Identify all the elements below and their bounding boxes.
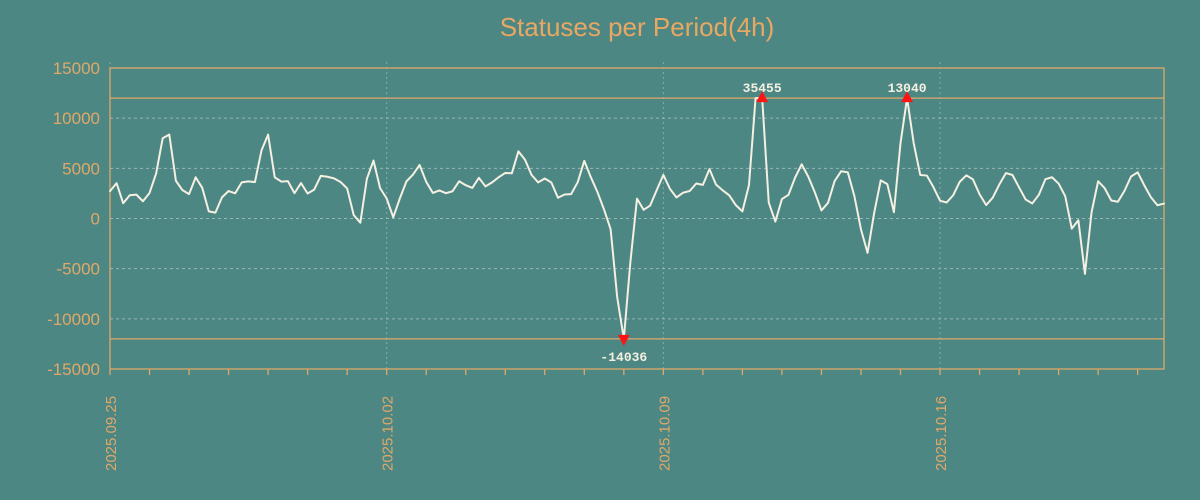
svg-text:-5000: -5000	[57, 260, 100, 279]
svg-text:5000: 5000	[62, 159, 100, 178]
svg-text:0: 0	[91, 210, 100, 229]
svg-text:13040: 13040	[888, 81, 927, 96]
svg-text:2025.10.02: 2025.10.02	[380, 396, 397, 471]
svg-text:2025.09.25: 2025.09.25	[103, 396, 120, 471]
svg-text:-14036: -14036	[600, 350, 647, 365]
svg-text:10000: 10000	[53, 109, 100, 128]
svg-text:35455: 35455	[743, 81, 782, 96]
svg-text:2025.10.09: 2025.10.09	[656, 396, 673, 471]
svg-text:-15000: -15000	[47, 360, 100, 379]
svg-text:15000: 15000	[53, 59, 100, 78]
svg-text:-10000: -10000	[47, 310, 100, 329]
svg-text:2025.10.16: 2025.10.16	[933, 396, 950, 471]
